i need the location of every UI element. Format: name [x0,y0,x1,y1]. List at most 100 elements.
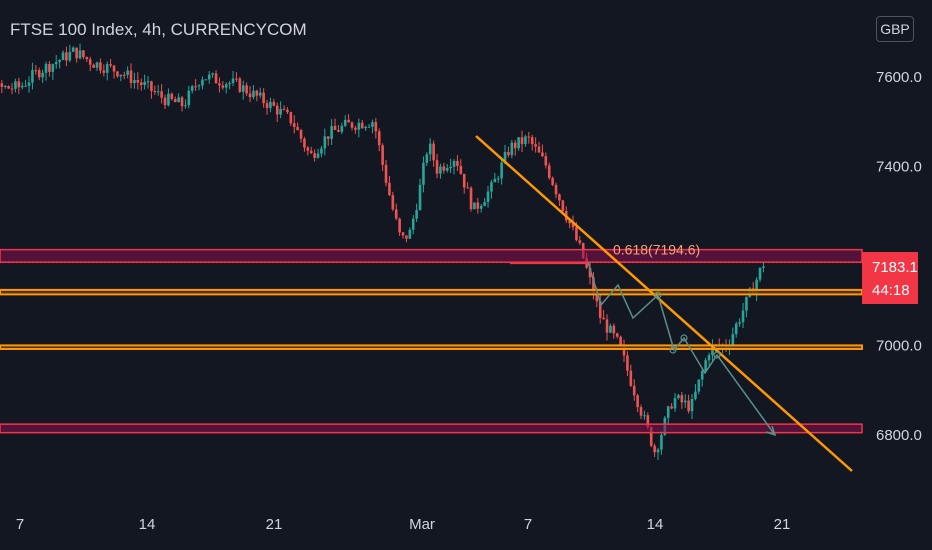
candle-body [224,84,228,88]
candle-body [622,346,626,356]
candle-body [602,317,605,320]
candle-body [48,63,51,72]
candle-body [422,162,425,185]
candle-body [680,395,684,403]
candle-body [544,156,548,166]
candle-body [456,160,459,166]
projection-arrowhead [765,425,777,437]
x-tick-label: 7 [16,516,24,533]
candle-body [486,191,490,203]
candle-body [3,86,7,88]
candle-body [14,81,17,89]
candle-body [561,200,565,211]
candle-body [241,85,245,92]
currency-button[interactable]: GBP [876,16,914,42]
candle-body [156,91,160,93]
candle-body [323,136,327,149]
candle-body [435,160,439,174]
candle-body [731,334,735,346]
candle-body [289,112,293,124]
candle-body [340,125,344,132]
candle-body [428,143,432,155]
candle-body [238,78,242,92]
candle-body [469,187,473,210]
candle-body [500,162,503,179]
candle-body [619,336,622,347]
candle-body [377,131,381,146]
candle-body [88,59,92,65]
candle-body [700,370,704,380]
candle-body [255,90,259,96]
x-tick-label: Mar [409,516,435,533]
candle-body [262,92,265,104]
candle-body [116,71,119,77]
last-price-tag: 7183.1 44:18 [862,252,918,304]
candle-body [343,119,347,126]
candle-body [167,93,170,106]
candle-body [609,325,612,333]
candle-body [459,165,463,174]
candle-body [252,90,255,98]
candle-body [180,97,184,107]
candle-body [554,184,558,195]
candle-body [575,227,578,241]
x-tick-label: 14 [139,516,156,533]
candle-body [282,108,286,110]
candle-body [337,129,340,132]
candle-body [82,50,85,58]
fib-label: 0.618(7194.6) [613,241,700,257]
candle-body [122,74,126,76]
candle-body [214,73,218,84]
candle-body [139,82,143,85]
candle-body [496,178,500,180]
candle-body [286,109,289,113]
candle-body [660,434,663,450]
candle-body [177,97,180,103]
candle-body [490,182,493,192]
candle-body [677,395,680,399]
candle-body [476,202,480,209]
candle-body [326,136,330,139]
x-tick-label: 7 [524,516,532,533]
candle-body [738,322,741,324]
candle-body [184,105,187,107]
candle-body [354,127,357,130]
candle-body [541,152,544,157]
candle-body [449,166,452,169]
candle-body [17,81,21,88]
candle-body [425,154,429,163]
candle-body [197,85,201,87]
candle-body [275,105,279,115]
candle-body [741,310,745,323]
candle-body [452,160,456,167]
candle-body [694,391,697,399]
candle-body [265,103,269,109]
candle-body [221,85,225,88]
candle-body [687,400,690,412]
candle-body [704,360,707,371]
projection-node [669,346,677,354]
candle-body [578,240,582,244]
candle-body [711,345,714,356]
candle-body [636,395,639,408]
candle-body [235,78,238,80]
trendline [475,135,853,472]
candle-body [303,138,306,148]
candle-body [71,47,75,52]
candle-body [95,62,99,68]
candle-body [10,88,14,90]
candle-body [68,51,72,61]
candle-body [697,379,701,392]
candle-body [707,355,711,361]
candle-body [34,70,38,72]
candle-body [61,52,65,61]
candle-body [357,122,361,130]
candle-body [415,210,418,219]
chart-title: FTSE 100 Index, 4h, CURRENCYCOM [10,20,307,39]
candle-body [656,449,660,453]
candle-body [92,64,95,68]
candle-body [245,85,248,94]
candle-body [411,218,415,230]
